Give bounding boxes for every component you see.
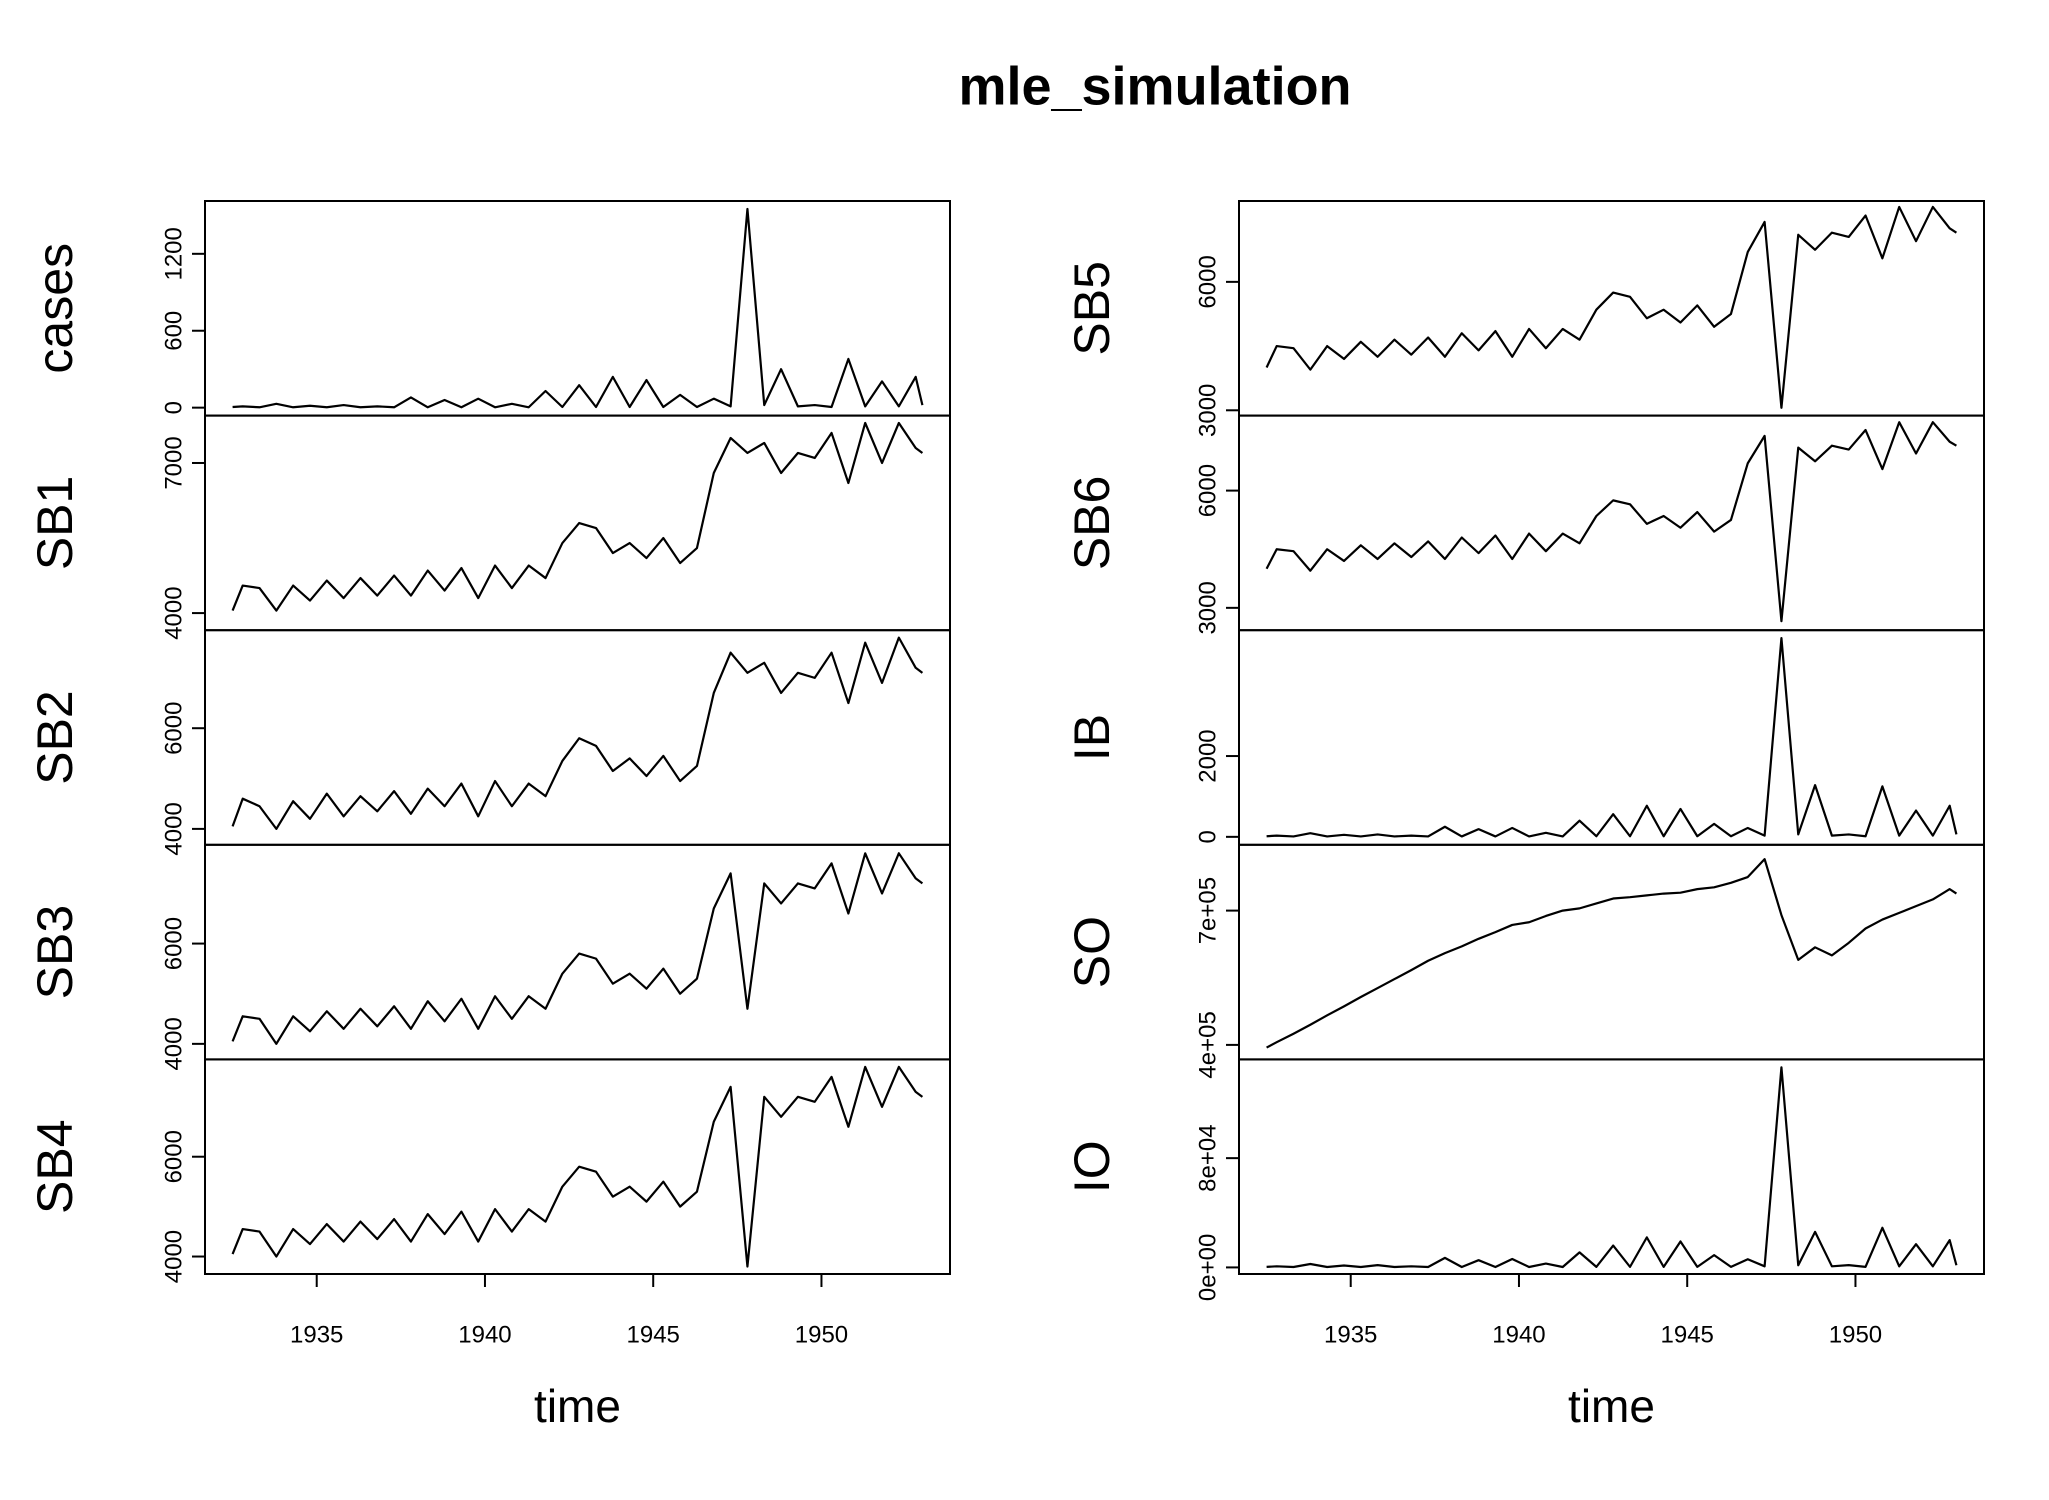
panel-frame [1238,1058,1985,1276]
y-tick-label: 6000 [1194,255,1221,308]
series-line [232,207,924,409]
series-line [1265,421,1957,623]
series-line [1266,636,1958,838]
y-tick-label: 2000 [1194,729,1221,782]
series-line [1266,1066,1958,1269]
series-line [1266,858,1958,1049]
y-axis-label: IB [1064,714,1120,761]
x-tick-label: 1940 [1492,1321,1545,1348]
y-tick-label: 0 [1194,830,1221,843]
y-axis-label: SB6 [1064,476,1120,571]
x-tick-label: 1935 [1324,1321,1377,1348]
y-tick-label: 6000 [160,1130,187,1183]
y-tick-label: 4000 [160,586,187,639]
series-line [231,636,924,830]
y-axis-label: cases [27,243,83,374]
chart-title: mle_simulation [958,56,1351,116]
y-tick-label: 3000 [1194,581,1221,634]
panel-frame [1238,843,1985,1061]
panel-frame [204,843,951,1061]
x-tick-label: 1935 [290,1321,343,1348]
panel-frame [204,629,951,846]
y-tick-label: 600 [160,311,187,351]
y-axis-label: SB5 [1064,261,1120,356]
y-tick-label: 7000 [160,436,187,489]
y-tick-label: 4000 [160,802,187,855]
y-tick-label: 0e+00 [1194,1234,1221,1301]
panel-frame [204,1058,951,1276]
y-tick-label: 3000 [1194,384,1221,437]
y-axis-label: SO [1064,916,1120,988]
y-tick-label: 4000 [160,1017,187,1070]
x-axis-label: time [534,1380,621,1432]
y-axis-label: SB4 [27,1119,83,1214]
y-tick-label: 6000 [1194,464,1221,517]
y-axis-label: SB2 [27,690,83,785]
x-tick-label: 1945 [1661,1321,1714,1348]
y-axis-label: IO [1064,1140,1120,1193]
panel-frame [204,414,951,632]
y-tick-label: 0 [160,401,187,414]
x-axis-label: time [1568,1380,1655,1432]
x-tick-label: 1950 [1829,1321,1882,1348]
x-tick-label: 1945 [627,1321,680,1348]
series-line [1265,205,1958,409]
y-tick-label: 1200 [160,227,187,280]
x-tick-label: 1940 [458,1321,511,1348]
y-tick-label: 7e+05 [1194,877,1221,944]
series-line [231,1065,924,1268]
x-tick-label: 1950 [795,1321,848,1348]
panel-frame [204,200,951,417]
series-line [231,852,924,1045]
series-line [231,421,924,612]
y-axis-label: SB3 [27,905,83,1000]
panel-frame [1238,629,1985,846]
y-tick-label: 4000 [160,1230,187,1283]
y-tick-label: 4e+05 [1194,1011,1221,1078]
y-axis-label: SB1 [27,476,83,571]
y-tick-label: 6000 [160,702,187,755]
y-tick-label: 8e+04 [1194,1124,1221,1191]
y-tick-label: 6000 [160,917,187,970]
